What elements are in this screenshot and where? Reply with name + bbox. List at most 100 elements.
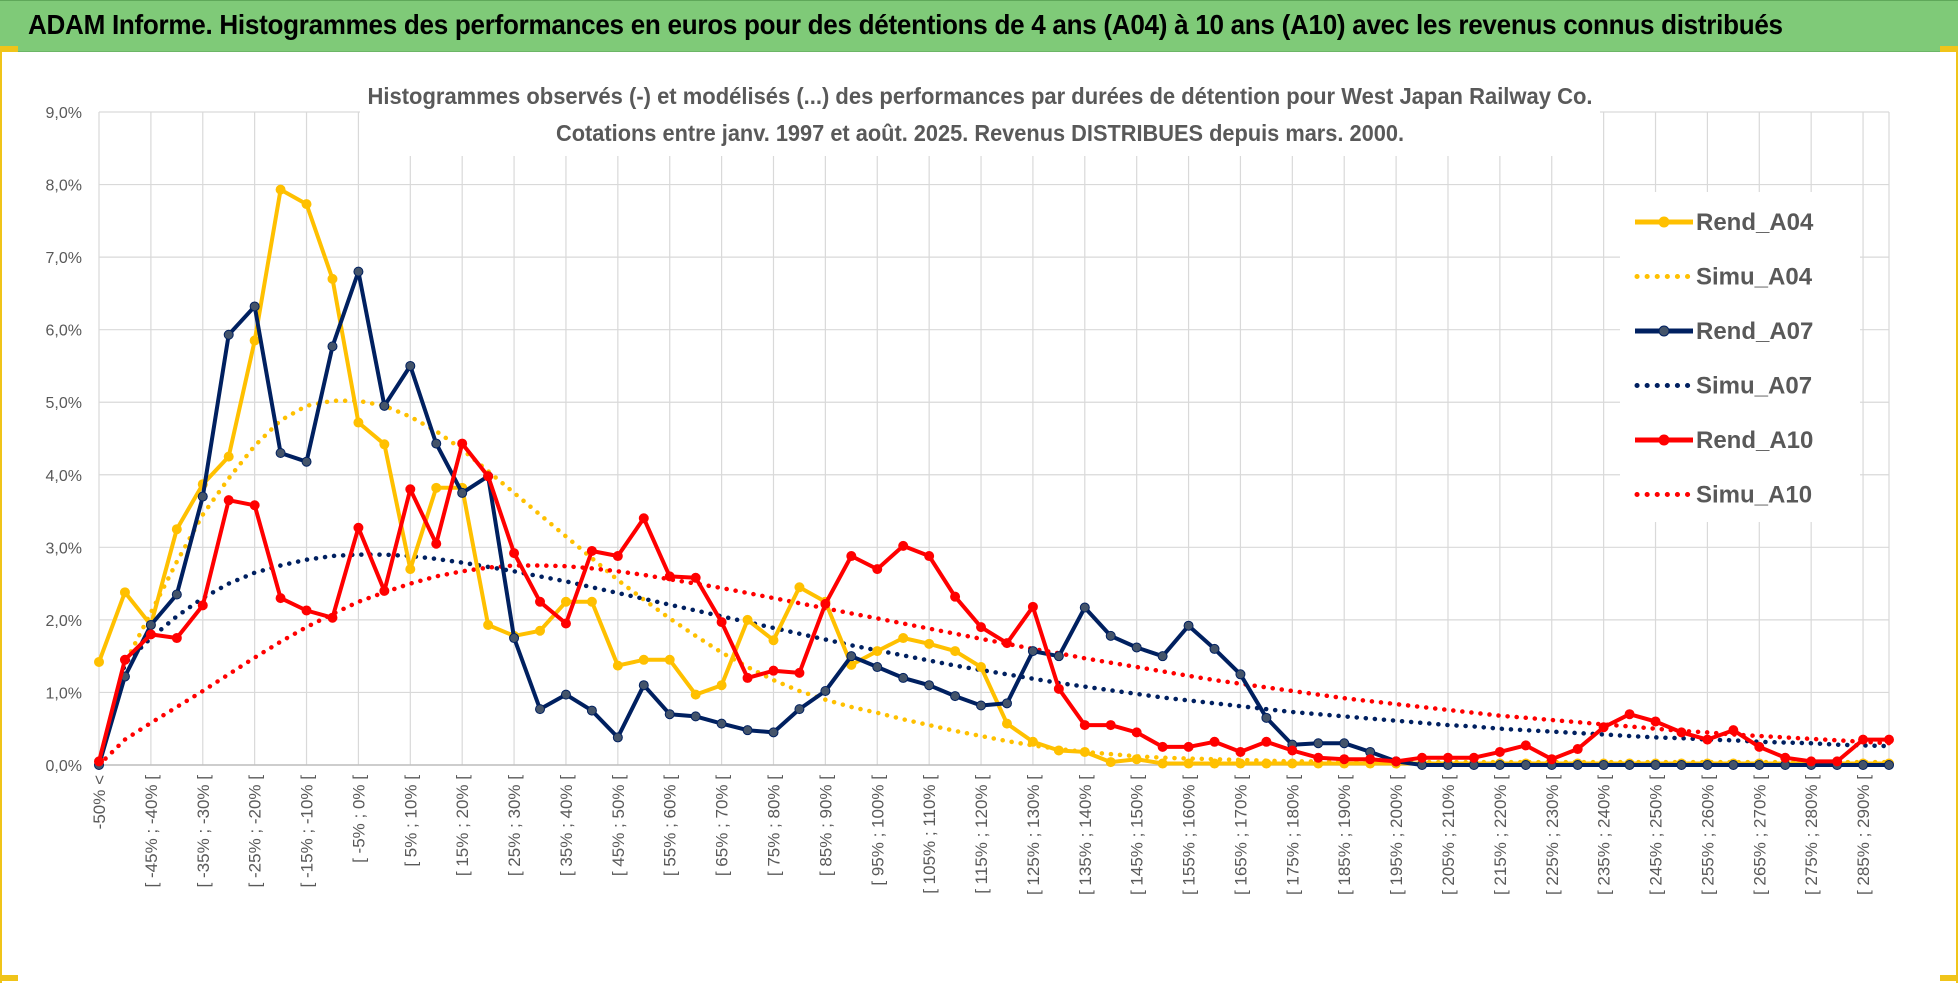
data-point-rend-a10 [1053,683,1064,694]
data-point-rend-a04 [301,199,312,210]
series-simu-a07 [96,552,1892,768]
data-point-rend-a04 [275,184,286,195]
data-point-rend-a10 [1183,741,1194,752]
y-tick-label: 4,0% [46,468,82,485]
data-point-rend-a10 [1780,752,1791,763]
header-banner: ADAM Informe. Histogrammes des performan… [0,0,1958,52]
data-point-rend-a10 [1806,756,1817,767]
data-point-rend-a04 [535,625,546,636]
data-point-rend-a10 [379,585,390,596]
y-tick-label: 3,0% [46,540,82,557]
data-point-rend-a07 [223,329,234,340]
data-point-rend-a04 [924,638,935,649]
legend-item-simu-a07: Simu_A07 [1634,373,1812,400]
data-point-rend-a10 [145,629,156,640]
data-point-rend-a10 [1494,746,1505,757]
data-point-rend-a10 [1157,741,1168,752]
frame-corner-top-left [0,46,18,52]
data-point-rend-a07 [405,360,416,371]
x-tick-label: [ 15% ; 20% [ [453,775,472,876]
y-tick-label: 9,0% [46,105,82,122]
data-point-rend-a07 [327,341,338,352]
data-point-rend-a04 [664,654,675,665]
data-point-rend-a04 [171,524,182,535]
data-point-rend-a04 [1183,758,1194,769]
data-point-rend-a04 [1053,745,1064,756]
data-point-rend-a07 [1650,760,1661,770]
data-point-rend-a04 [483,619,494,630]
legend-marker [1658,325,1670,337]
series-line-simu-a04 [96,398,1892,768]
x-tick-label: [ -5% ; 0% [ [349,775,368,863]
legend-label: Simu_A07 [1696,373,1812,400]
data-point-rend-a04 [560,596,571,607]
data-point-rend-a10 [171,633,182,644]
data-point-rend-a10 [950,591,961,602]
series-simu-a10 [96,563,1892,768]
legend: Rend_A04 Simu_A04 Rend_A07 Simu_A07 Rend_A10… [1634,209,1814,509]
data-point-rend-a04 [716,680,727,691]
y-tick-label: 0,0% [46,758,82,775]
data-point-rend-a10 [638,513,649,524]
data-point-rend-a10 [1365,754,1376,765]
x-tick-label: [ 245% ; 250% [ [1647,775,1666,895]
data-point-rend-a07 [1001,698,1012,709]
data-point-rend-a04 [1001,718,1012,729]
series-line-simu-a10 [96,563,1892,768]
data-point-rend-a07 [379,400,390,411]
x-tick-label: [ 55% ; 60% [ [661,775,680,876]
frame-corner-bottom-left [0,975,18,981]
data-point-rend-a10 [1001,638,1012,649]
x-tick-label: [ 105% ; 110% [ [920,775,939,894]
legend-item-rend-a04: Rend_A04 [1635,209,1814,236]
data-point-rend-a07 [638,680,649,691]
data-point-rend-a07 [924,680,935,691]
x-tick-label: [ 35% ; 40% [ [557,775,576,876]
data-point-rend-a10 [1079,720,1090,731]
data-point-rend-a10 [94,756,104,767]
data-point-rend-a10 [1884,734,1894,745]
data-point-rend-a04 [794,582,805,593]
data-point-rend-a07 [1598,760,1609,770]
legend-item-rend-a10: Rend_A10 [1635,427,1813,454]
data-point-rend-a10 [1754,741,1765,752]
data-point-rend-a04 [612,660,623,671]
data-point-rend-a04 [1209,758,1220,769]
x-tick-label: [ 155% ; 160% [ [1180,775,1199,895]
data-point-rend-a04 [1131,754,1142,765]
data-point-rend-a04 [872,646,883,657]
x-tick-label: [ 265% ; 270% [ [1750,775,1769,895]
data-point-rend-a04 [1287,758,1298,769]
data-point-rend-a10 [1858,734,1869,745]
data-point-rend-a04 [327,273,338,284]
data-point-rend-a10 [119,654,130,665]
data-point-rend-a10 [1468,752,1479,763]
title-background [360,76,1600,156]
frame-corner-top-right [1940,46,1958,52]
data-point-rend-a10 [1105,720,1116,731]
data-point-rend-a07 [535,704,546,715]
data-point-rend-a07 [768,727,779,738]
data-point-rend-a10 [1235,746,1246,757]
data-point-rend-a10 [1313,752,1324,763]
x-tick-label: [ 215% ; 220% [ [1491,775,1510,895]
data-point-rend-a10 [431,538,442,549]
data-point-rend-a07 [1884,760,1894,770]
chart-title: Histogrammes observés (-) et modélisés (… [368,83,1593,109]
x-tick-label: [ 165% ; 170% [ [1231,775,1250,895]
y-tick-label: 7,0% [46,250,82,267]
data-point-rend-a10 [405,484,416,495]
data-point-rend-a04 [353,417,364,428]
data-point-rend-a04 [950,646,961,657]
data-point-rend-a07 [353,266,364,277]
data-point-rend-a10 [457,438,468,449]
y-tick-label: 2,0% [46,613,82,630]
data-point-rend-a10 [1728,725,1739,736]
data-point-rend-a10 [586,545,597,556]
data-point-rend-a04 [405,564,416,575]
x-tick-label: [ 25% ; 30% [ [505,775,524,876]
x-tick-label: [ 205% ; 210% [ [1439,775,1458,895]
data-point-rend-a10 [353,522,364,533]
data-point-rend-a10 [1027,601,1038,612]
frame-corner-bottom-right [1940,975,1958,981]
